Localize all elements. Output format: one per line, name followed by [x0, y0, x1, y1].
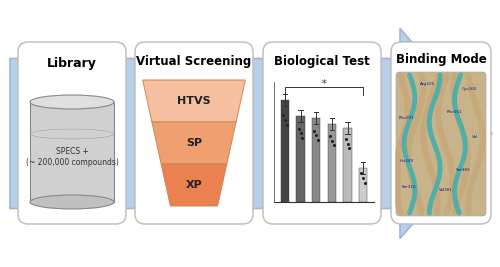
Bar [312, 118, 320, 202]
Text: Phe291: Phe291 [399, 116, 414, 120]
Text: Arg325: Arg325 [420, 81, 435, 85]
Text: XP: XP [186, 180, 202, 190]
Bar [280, 100, 289, 202]
Polygon shape [161, 164, 227, 206]
Bar [296, 116, 305, 202]
Text: His349: His349 [400, 159, 414, 163]
Text: Val381: Val381 [438, 188, 452, 192]
Text: Biological Test: Biological Test [274, 56, 370, 69]
Text: SP: SP [186, 138, 202, 148]
Text: SPECS +
(~ 200,000 compounds): SPECS + (~ 200,000 compounds) [26, 147, 118, 167]
Text: Ser316: Ser316 [402, 185, 417, 189]
FancyBboxPatch shape [391, 42, 491, 224]
Text: Library: Library [47, 57, 97, 70]
FancyBboxPatch shape [396, 72, 486, 216]
FancyBboxPatch shape [263, 42, 381, 224]
Bar [343, 128, 352, 202]
Text: Ser365: Ser365 [456, 168, 471, 172]
Text: Virtual Screening: Virtual Screening [136, 56, 252, 69]
Bar [30, 102, 114, 202]
Text: Phe351: Phe351 [447, 110, 462, 114]
Polygon shape [152, 122, 236, 164]
Polygon shape [10, 29, 492, 238]
Text: HTVS: HTVS [177, 96, 211, 106]
FancyBboxPatch shape [135, 42, 253, 224]
Polygon shape [142, 80, 246, 122]
Text: Cys360: Cys360 [462, 87, 477, 91]
Bar [359, 168, 368, 202]
Bar [328, 124, 336, 202]
Ellipse shape [30, 195, 114, 209]
Text: Val: Val [472, 135, 478, 139]
Text: *: * [322, 79, 326, 89]
FancyBboxPatch shape [18, 42, 126, 224]
Text: Binding Mode: Binding Mode [396, 53, 486, 66]
Ellipse shape [30, 95, 114, 109]
